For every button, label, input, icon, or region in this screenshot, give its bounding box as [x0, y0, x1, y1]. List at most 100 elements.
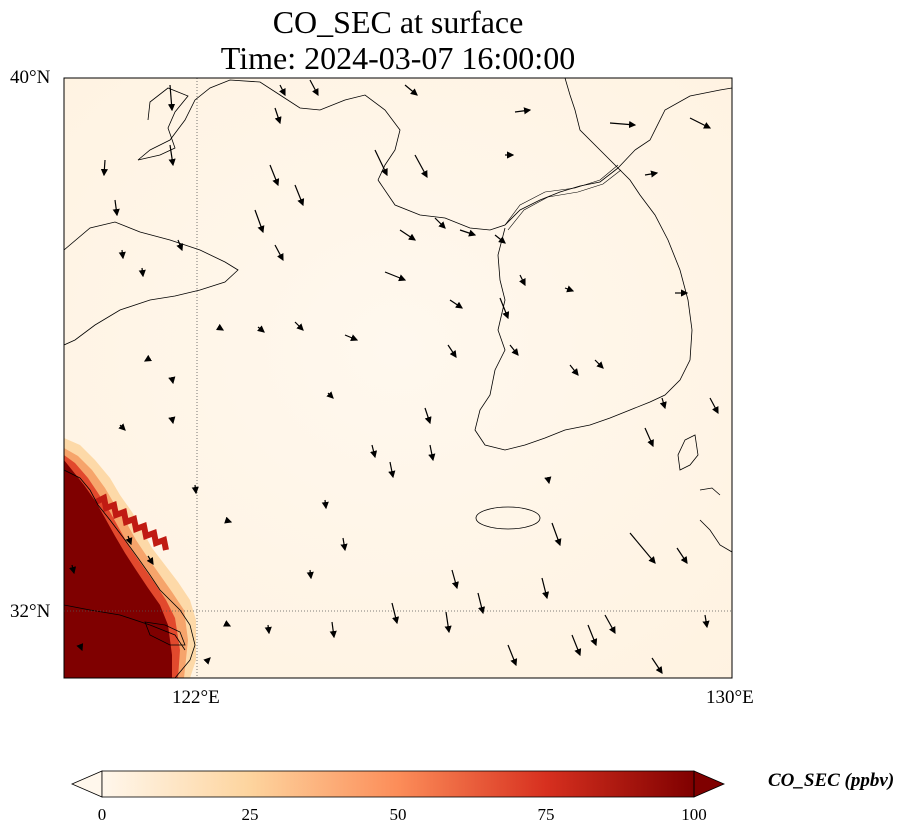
wind-arrow [125, 535, 133, 546]
wind-arrow [571, 634, 582, 657]
wind-arrow [326, 391, 334, 399]
wind-arrow [344, 334, 359, 342]
wind-arrow [254, 209, 265, 234]
wind-arrow [644, 170, 659, 178]
map-title-line1: CO_SEC at surface [272, 4, 524, 40]
lon-tick-122: 122°E [172, 687, 220, 708]
lon-tick-130: 130°E [706, 687, 754, 708]
map-panel [64, 78, 732, 678]
wind-arrow [100, 159, 108, 177]
wind-arrow [321, 499, 329, 510]
wind-arrow [629, 532, 656, 564]
wind-arrow [384, 271, 407, 282]
wind-arrow [477, 592, 486, 615]
wind-arrow [702, 614, 710, 629]
wind-arrow [459, 229, 477, 237]
wind-arrow [519, 274, 526, 287]
wind-arrow [609, 120, 637, 129]
wind-arrow [451, 569, 459, 590]
wind-arrow [388, 461, 396, 479]
wind-arrow [306, 569, 314, 580]
map-frame [63, 77, 733, 679]
wind-arrow [399, 229, 416, 241]
high-concentration-plume [64, 438, 196, 678]
wind-arrow [594, 359, 604, 369]
wind-arrow [370, 444, 378, 459]
wind-arrow [76, 643, 84, 652]
wind-arrow [294, 321, 304, 331]
wind-arrow [112, 199, 120, 217]
wind-arrow [309, 79, 319, 97]
wind-arrow [449, 299, 463, 309]
colorbar-tick-75: 75 [537, 805, 555, 824]
wind-arrow [176, 239, 184, 252]
wind-arrow [514, 107, 532, 115]
wind-arrow [374, 149, 388, 177]
wind-arrow [269, 164, 280, 187]
wind-arrow [203, 657, 211, 665]
wind-arrow [564, 285, 575, 293]
wind-vectors [69, 79, 719, 674]
wind-arrow [274, 107, 282, 125]
wind-arrow [414, 154, 428, 179]
coastline-lines [64, 78, 732, 678]
lat-tick-32: 32°N [10, 601, 51, 622]
wind-arrow [118, 249, 126, 260]
wind-arrow [551, 522, 562, 547]
wind-arrow [279, 84, 286, 97]
wind-arrow [391, 602, 400, 625]
wind-arrow [143, 354, 152, 362]
wind-arrow [191, 484, 199, 495]
wind-arrow [146, 555, 154, 566]
wind-arrow [689, 117, 712, 129]
wind-arrow [447, 344, 457, 358]
wind-arrow [499, 297, 510, 320]
wind-arrow [494, 234, 506, 244]
wind-arrow [118, 423, 126, 431]
wind-arrow [274, 244, 284, 262]
wind-arrow [434, 217, 446, 229]
wind-arrow [168, 376, 176, 385]
gridlines [64, 78, 732, 678]
wind-arrow [294, 184, 305, 207]
wind-arrow [167, 84, 176, 112]
wind-arrow [168, 144, 176, 167]
wind-arrow [509, 344, 519, 356]
lat-tick-40: 40°N [10, 67, 51, 88]
wind-arrow [676, 547, 688, 564]
wind-arrow [428, 444, 436, 462]
colorbar [70, 770, 726, 798]
wind-arrow [424, 407, 432, 425]
wind-arrow [264, 624, 272, 635]
colorbar-gradient [102, 771, 694, 797]
wind-arrow [644, 427, 654, 448]
wind-arrow [544, 476, 552, 485]
colorbar-label: CO_SEC (ppbv) [768, 770, 895, 791]
colorbar-tick-25: 25 [241, 805, 259, 824]
wind-arrow [138, 267, 146, 278]
wind-arrow [168, 416, 176, 425]
colorbar-tick-50: 50 [389, 805, 407, 824]
wind-arrow [541, 577, 550, 600]
wind-arrow [587, 624, 598, 647]
map-title-line2: Time: 2024-03-07 16:00:00 [220, 40, 576, 76]
wind-arrow [223, 620, 232, 627]
colorbar-tick-0: 0 [97, 805, 107, 824]
wind-arrow [257, 325, 265, 333]
colorbar-extend-min [70, 770, 103, 798]
colorbar-extend-max [693, 770, 726, 798]
colorbar-tick-100: 100 [681, 805, 707, 824]
wind-arrow [404, 84, 418, 96]
wind-arrow [69, 564, 77, 575]
wind-arrow [709, 397, 719, 415]
wind-arrow [224, 516, 233, 524]
wind-arrow [604, 614, 616, 635]
wind-arrow [216, 323, 225, 331]
wind-arrow [659, 397, 667, 410]
wind-arrow [340, 537, 348, 552]
wind-arrow [329, 621, 337, 639]
wind-arrow [651, 657, 663, 674]
wind-arrow [569, 364, 579, 376]
wind-arrow [444, 611, 452, 634]
